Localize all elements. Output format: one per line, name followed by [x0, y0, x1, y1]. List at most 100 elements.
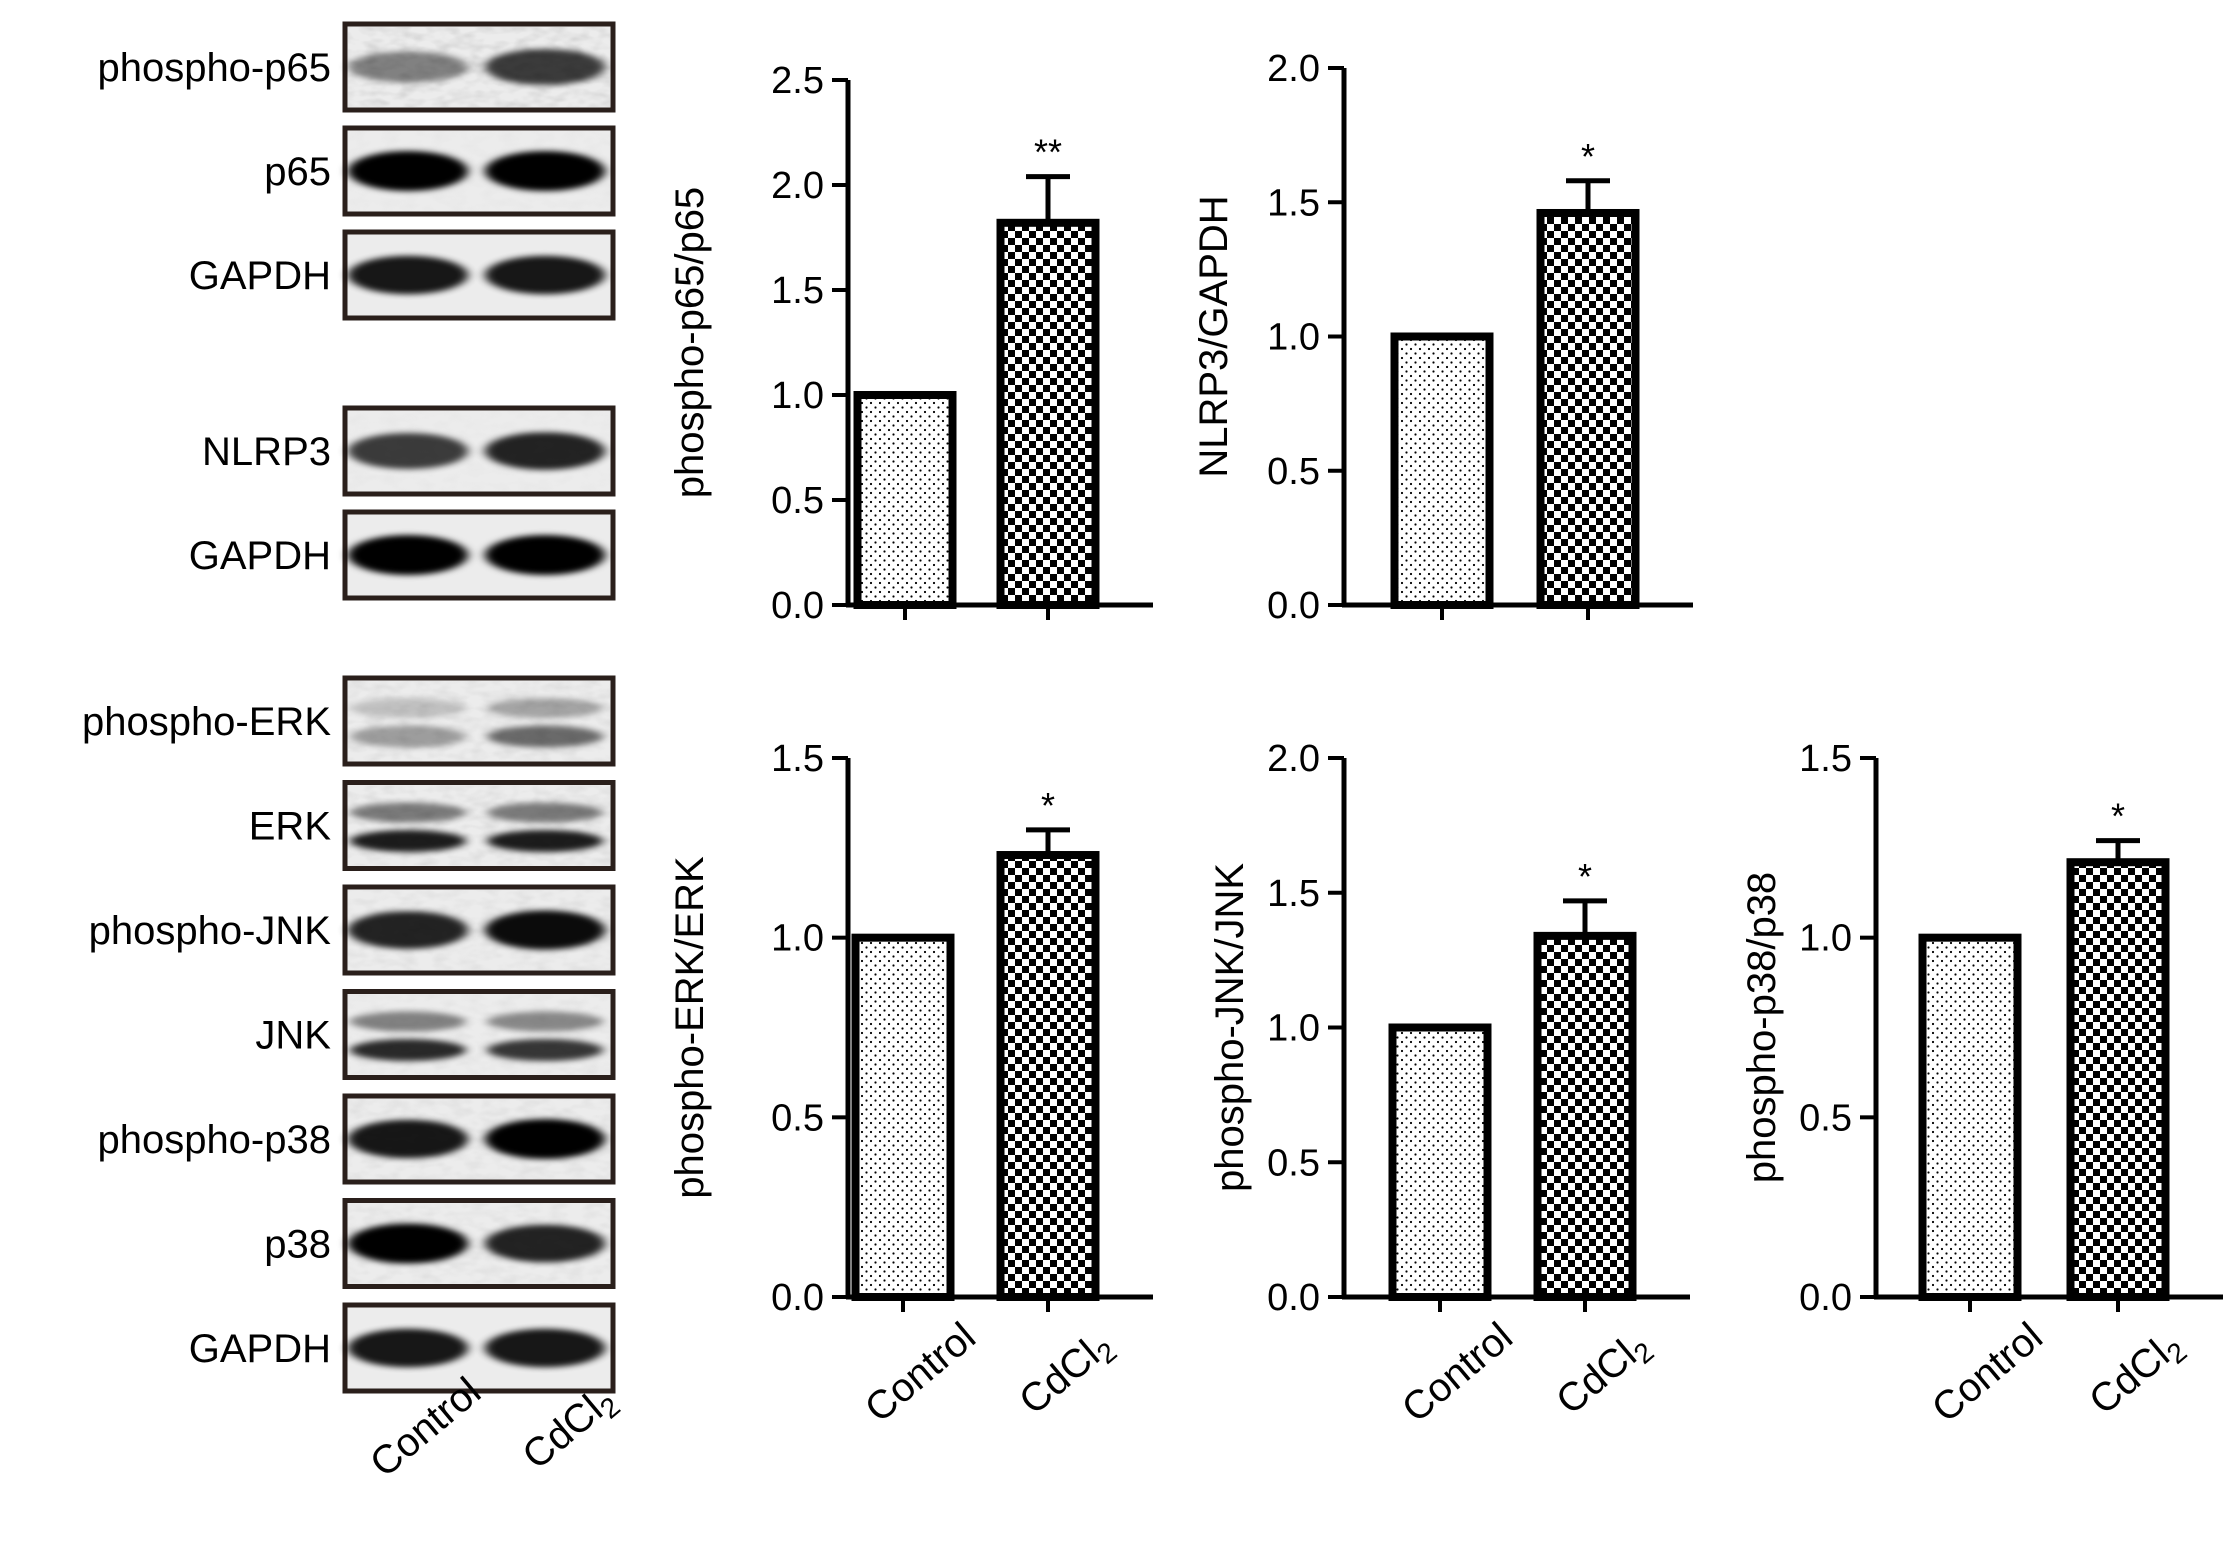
blot-label: phospho-JNK [89, 909, 332, 953]
y-tick-label: 0.0 [1267, 585, 1320, 627]
blot-band [485, 255, 605, 295]
bar-chart: 0.0 0.5 1.0 1.5 2.0 2.5 phospho-p65/p65 ** [668, 60, 1153, 627]
blot-band [350, 725, 466, 748]
blot-row: GAPDH [189, 1302, 616, 1394]
y-tick-label: 0.5 [1799, 1097, 1852, 1139]
bar-chart: 0.0 0.5 1.0 1.5 2.0 phospho-JNK/JNK Control * Cd… [1208, 738, 1690, 1431]
blot-label: GAPDH [189, 1327, 331, 1371]
blot-band [487, 698, 603, 719]
blot-band [350, 1038, 466, 1061]
y-tick-label: 1.5 [1799, 738, 1852, 780]
x-tick-label: Control [1394, 1314, 1521, 1431]
blot-label: p38 [264, 1223, 331, 1267]
y-axis-label: phospho-ERK/ERK [668, 856, 712, 1199]
blot-band [487, 829, 603, 852]
blot-band [350, 802, 466, 823]
bar-chart: 0.0 0.5 1.0 1.5 phospho-p38/p38 Control * CdCl2 [1740, 738, 2223, 1431]
y-tick-label: 0.5 [771, 480, 824, 522]
significance-label: * [1041, 785, 1055, 826]
blot-band [350, 698, 466, 719]
blot-label: JNK [255, 1014, 331, 1058]
y-axis-label: phospho-p38/p38 [1740, 872, 1784, 1183]
y-tick-label: 0.0 [1267, 1277, 1320, 1319]
y-tick-label: 0.0 [1799, 1277, 1852, 1319]
blot-label: GAPDH [189, 534, 331, 578]
y-tick-label: 1.5 [771, 270, 824, 312]
y-tick-label: 1.0 [771, 918, 824, 960]
bar [1390, 332, 1494, 609]
blot-band [348, 911, 468, 949]
significance-label: * [1581, 136, 1595, 177]
significance-label: ** [1034, 132, 1062, 173]
blot-background [348, 785, 610, 866]
blot-band [487, 802, 603, 823]
y-axis-label: phospho-JNK/JNK [1208, 863, 1252, 1192]
blot-row: phospho-ERK [82, 675, 616, 767]
blot-band [485, 1119, 605, 1159]
blot-band [485, 1224, 605, 1263]
blot-band [487, 1011, 603, 1032]
y-tick-label: 1.5 [771, 738, 824, 780]
blot-band [485, 910, 605, 950]
blot-band [485, 49, 605, 85]
y-tick-label: 2.0 [1267, 48, 1320, 90]
blot-row: ERK [249, 780, 616, 871]
blot-background [348, 681, 610, 761]
blot-label: p65 [264, 150, 331, 194]
y-tick-label: 0.5 [1267, 1142, 1320, 1184]
y-tick-label: 1.0 [1267, 1008, 1320, 1050]
blot-label: phospho-p38 [97, 1118, 331, 1162]
significance-label: * [1578, 856, 1592, 897]
blot-band [348, 433, 468, 469]
y-tick-label: 1.0 [1267, 317, 1320, 359]
blot-row: phospho-JNK [89, 884, 616, 976]
y-axis-label: phospho-p65/p65 [668, 187, 712, 498]
bar [1918, 933, 2022, 1302]
x-tick-label: CdCl2 [1548, 1322, 1660, 1427]
blot-row: NLRP3 [202, 405, 616, 497]
blot-row: phospho-p65 [97, 21, 616, 113]
blot-label: ERK [249, 805, 332, 849]
blot-band [348, 1328, 468, 1368]
blot-band [350, 829, 466, 852]
y-tick-label: 1.5 [1267, 873, 1320, 915]
blot-row: p65 [264, 125, 616, 217]
y-tick-label: 1.0 [1799, 918, 1852, 960]
blot-band [485, 151, 605, 191]
y-tick-label: 0.0 [771, 585, 824, 627]
bar [853, 391, 957, 609]
y-tick-label: 0.5 [771, 1097, 824, 1139]
y-tick-label: 2.0 [771, 165, 824, 207]
bar-chart: 0.0 0.5 1.0 1.5 phospho-ERK/ERK Control * CdCl2 [668, 738, 1153, 1431]
blot-band [348, 1119, 468, 1159]
x-tick-label: Control [857, 1314, 984, 1431]
bar [2066, 858, 2170, 1301]
blot-label: phospho-ERK [82, 700, 331, 744]
y-tick-label: 0.0 [771, 1277, 824, 1319]
y-tick-label: 2.0 [1267, 738, 1320, 780]
x-tick-label: Control [1924, 1314, 2051, 1431]
y-tick-label: 1.0 [771, 375, 824, 417]
blot-label: NLRP3 [202, 430, 331, 474]
x-tick-label: CdCl2 [2081, 1322, 2193, 1427]
blot-band [487, 1038, 603, 1061]
y-tick-label: 2.5 [771, 60, 824, 102]
y-tick-label: 1.5 [1267, 182, 1320, 224]
bar [851, 933, 955, 1302]
bar [996, 851, 1100, 1302]
blot-band [485, 1328, 605, 1368]
blot-band [485, 432, 605, 470]
blot-background [348, 994, 610, 1075]
bar [996, 218, 1100, 610]
blot-band [485, 535, 605, 575]
bar [1533, 931, 1637, 1301]
bar-charts-panel: 0.00.51.01.52.02.5phospho-p65/p65**0.00.… [668, 48, 2223, 1431]
blot-band [350, 1011, 466, 1032]
y-axis-label: NLRP3/GAPDH [1192, 195, 1236, 477]
blot-band [348, 51, 468, 83]
blot-label: phospho-p65 [97, 46, 331, 90]
blot-row: p38 [264, 1198, 616, 1289]
blot-band [348, 1223, 468, 1264]
blot-row: GAPDH [189, 509, 616, 601]
